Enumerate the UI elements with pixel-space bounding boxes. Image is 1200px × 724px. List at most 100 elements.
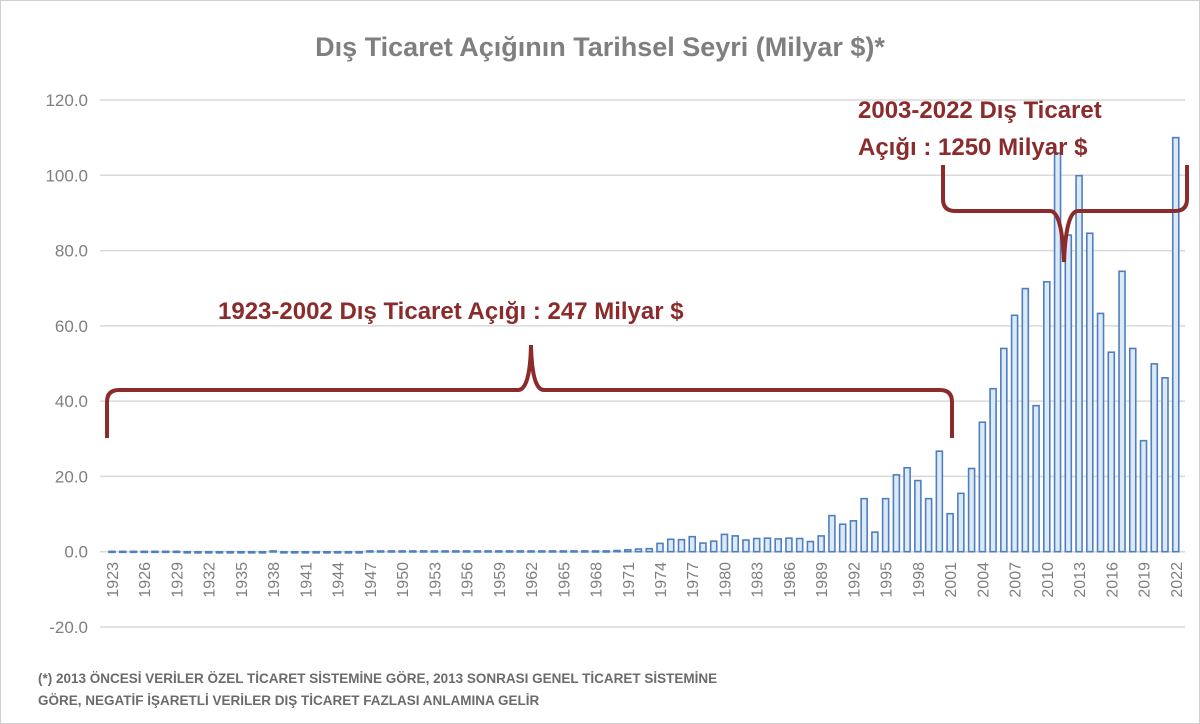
- bar-1989: [817, 535, 825, 553]
- bar-2013: [1075, 174, 1083, 553]
- bar-1952: [419, 550, 428, 553]
- bar-2005: [989, 387, 997, 553]
- bar-1987: [795, 537, 804, 553]
- bar-1992: [849, 520, 858, 553]
- bar-2018: [1128, 347, 1137, 553]
- x-tick-label: 1992: [846, 562, 863, 598]
- bar-2008: [1021, 287, 1030, 553]
- bar-1943: [323, 550, 331, 554]
- bar-1997: [903, 466, 911, 553]
- bar-2015: [1096, 312, 1105, 553]
- footnote-line-1: (*) 2013 ÖNCESİ VERİLER ÖZEL TİCARET SİS…: [38, 671, 718, 686]
- x-tick-label: 2004: [975, 562, 992, 598]
- bracket-2003-2022: [941, 165, 1189, 263]
- bar-1936: [247, 550, 256, 554]
- x-tick-label: 1989: [814, 562, 831, 598]
- x-tick-label: 1995: [879, 562, 896, 598]
- x-tick-label: 1926: [137, 562, 154, 598]
- bar-2004: [978, 421, 987, 553]
- annotation-1923-2002: 1923-2002 Dış Ticaret Açığı : 247 Milyar…: [218, 298, 684, 325]
- bar-1925: [129, 550, 138, 554]
- bar-1991: [838, 523, 847, 553]
- bar-1964: [548, 550, 557, 553]
- x-tick-label: 2022: [1169, 562, 1186, 598]
- bar-1983: [752, 537, 761, 553]
- x-tick-label: 1944: [331, 562, 348, 598]
- annotation-2003-2022-line2: Açığı : 1250 Milyar $: [858, 134, 1088, 161]
- bar-2000: [935, 450, 944, 553]
- bar-1960: [505, 550, 514, 553]
- x-tick-label: 1959: [492, 562, 509, 598]
- bar-1951: [409, 550, 417, 553]
- x-tick-label: 1953: [427, 562, 444, 598]
- bar-1933: [215, 550, 224, 554]
- bar-1996: [892, 474, 901, 553]
- bar-1948: [376, 550, 385, 553]
- bar-1932: [204, 550, 213, 554]
- bar-1947: [366, 550, 374, 553]
- bar-1978: [699, 542, 707, 553]
- x-tick-label: 2019: [1137, 562, 1154, 598]
- x-tick-label: 1956: [460, 562, 477, 598]
- x-tick-label: 1941: [298, 562, 315, 598]
- bar-1993: [860, 497, 868, 553]
- bar-2012: [1064, 234, 1073, 553]
- bar-1926: [140, 550, 149, 554]
- bar-1939: [280, 550, 288, 554]
- bar-1946: [355, 550, 363, 554]
- bar-1969: [602, 550, 611, 553]
- bar-1995: [881, 497, 890, 553]
- bar-1981: [731, 535, 740, 553]
- bar-1963: [537, 550, 546, 553]
- bar-1990: [828, 514, 836, 553]
- y-tick-label: 80.0: [55, 242, 88, 261]
- x-tick-label: 1986: [782, 562, 799, 598]
- footnote: (*) 2013 ÖNCESİ VERİLER ÖZEL TİCARET SİS…: [38, 668, 717, 712]
- bar-1950: [398, 550, 406, 553]
- bar-2014: [1085, 232, 1094, 553]
- y-tick-label: 0.0: [64, 543, 88, 562]
- bar-1980: [720, 533, 729, 553]
- bar-1973: [645, 547, 654, 553]
- bar-1958: [484, 550, 492, 553]
- bar-1965: [559, 550, 568, 553]
- bar-1945: [344, 550, 353, 554]
- x-tick-label: 1935: [234, 562, 251, 598]
- bar-1923: [108, 550, 116, 554]
- bar-1967: [580, 550, 589, 553]
- x-tick-label: 1962: [524, 562, 541, 598]
- bar-1979: [709, 540, 718, 553]
- bar-2006: [1000, 347, 1008, 553]
- x-tick-label: 1980: [717, 562, 734, 598]
- bar-2017: [1118, 270, 1126, 553]
- x-tick-label: 2013: [1072, 562, 1089, 598]
- bar-1988: [806, 540, 815, 553]
- x-tick-label: 2010: [1040, 562, 1057, 598]
- y-tick-label: 20.0: [55, 467, 88, 486]
- footnote-line-2: GÖRE, NEGATİF İŞARETLİ VERİLER DIŞ TİCAR…: [38, 693, 540, 708]
- x-tick-label: 1932: [202, 562, 219, 598]
- bar-1966: [570, 550, 578, 553]
- bar-1998: [914, 479, 922, 553]
- annotation-2003-2022-line1: 2003-2022 Dış Ticaret: [858, 97, 1102, 124]
- bar-1953: [430, 550, 439, 553]
- x-tick-label: 1968: [589, 562, 606, 598]
- bar-1924: [118, 550, 127, 554]
- bar-1944: [333, 550, 342, 554]
- bar-1930: [183, 550, 192, 554]
- y-tick-label: 100.0: [45, 166, 88, 185]
- x-tick-label: 2007: [1008, 562, 1025, 598]
- bar-1976: [677, 538, 686, 553]
- bar-2019: [1139, 439, 1148, 553]
- x-tick-label: 1938: [266, 562, 283, 598]
- y-tick-label: 60.0: [55, 317, 88, 336]
- bar-1959: [495, 550, 503, 553]
- bar-1985: [774, 538, 782, 553]
- bar-2002: [957, 492, 965, 553]
- x-tick-label: 1998: [911, 562, 928, 598]
- x-tick-label: 1965: [556, 562, 573, 598]
- bar-1934: [226, 550, 234, 554]
- bar-1937: [258, 550, 267, 554]
- x-tick-label: 1947: [363, 562, 380, 598]
